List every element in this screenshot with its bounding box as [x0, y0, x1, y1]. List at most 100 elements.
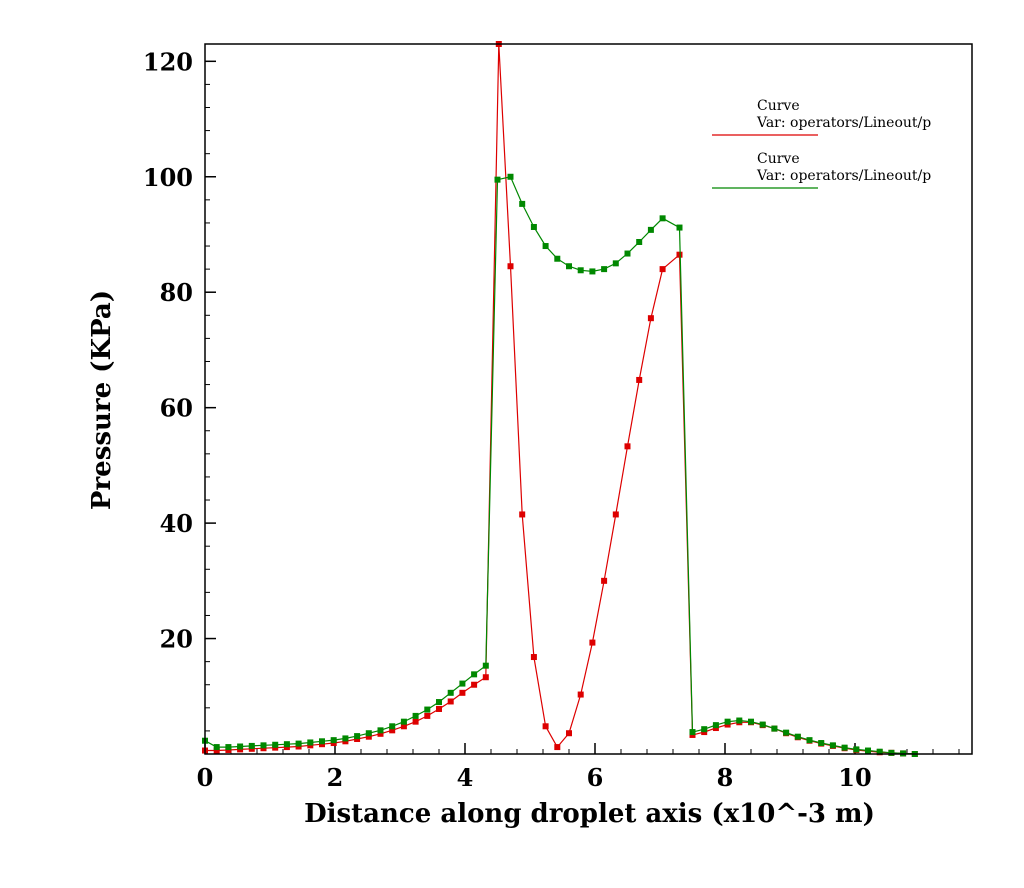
data-point [783, 729, 790, 736]
data-point [542, 243, 549, 250]
data-point [272, 741, 279, 748]
series-2 [202, 173, 918, 757]
data-point [447, 689, 454, 696]
data-point [412, 712, 419, 719]
legend-var: Var: operators/Lineout/p [756, 168, 931, 184]
data-point [612, 511, 619, 518]
data-point [519, 511, 526, 518]
data-point [295, 740, 302, 747]
legend-var: Var: operators/Lineout/p [756, 115, 931, 131]
data-point [213, 747, 220, 754]
series-1 [202, 41, 918, 757]
data-point [759, 721, 766, 728]
data-point [829, 742, 836, 749]
data-point [412, 718, 419, 725]
data-point [507, 173, 514, 180]
data-point [676, 224, 683, 231]
data-point [494, 176, 501, 183]
y-tick-label: 20 [160, 625, 193, 654]
data-point [519, 200, 526, 207]
data-point [342, 735, 349, 742]
data-point [365, 733, 372, 740]
y-tick-label: 60 [160, 394, 193, 423]
data-point [647, 226, 654, 233]
data-point [624, 250, 631, 257]
data-point [447, 698, 454, 705]
data-point [736, 717, 743, 724]
data-point [589, 639, 596, 646]
data-point [701, 726, 708, 733]
data-point [283, 741, 290, 748]
data-point [377, 727, 384, 734]
data-point [554, 255, 561, 262]
data-point [865, 747, 871, 754]
data-point [330, 737, 337, 744]
legend-title: Curve [757, 98, 800, 114]
data-point [676, 251, 683, 258]
data-point [213, 744, 220, 751]
data-point [612, 260, 619, 267]
data-point [647, 315, 654, 322]
data-point [589, 268, 596, 275]
data-point [237, 743, 244, 750]
data-point [459, 680, 466, 687]
data-point [601, 266, 608, 273]
data-point [424, 706, 431, 713]
data-point [354, 733, 361, 740]
x-tick-label: 2 [327, 763, 344, 792]
data-point [436, 705, 442, 712]
data-point [400, 723, 407, 730]
data-point [400, 718, 407, 725]
y-axis-title: Pressure (KPa) [87, 290, 117, 510]
series-line [204, 176, 915, 755]
data-point [459, 689, 466, 696]
data-point [365, 730, 372, 737]
data-point [225, 744, 232, 751]
data-point [601, 577, 608, 584]
y-tick-label: 100 [143, 163, 193, 192]
data-point [818, 740, 825, 747]
y-tick-label: 80 [160, 278, 193, 307]
data-point [712, 722, 719, 729]
data-point [554, 744, 561, 751]
data-point [530, 654, 537, 661]
data-point [542, 723, 549, 730]
legend-title: Curve [757, 151, 800, 167]
data-point [436, 699, 442, 706]
data-point [659, 215, 666, 222]
data-point [636, 238, 643, 245]
y-tick-label: 40 [160, 509, 193, 538]
x-tick-label: 6 [587, 763, 604, 792]
data-point [888, 749, 895, 756]
x-tick-label: 10 [838, 763, 871, 792]
plot-frame [204, 43, 973, 755]
data-point [577, 691, 584, 698]
data-point [794, 733, 801, 740]
data-point [689, 729, 696, 736]
data-point [771, 725, 778, 732]
data-point [471, 671, 478, 678]
data-point [530, 223, 537, 230]
data-point [424, 712, 431, 719]
data-point [566, 730, 572, 737]
data-point [319, 738, 325, 745]
data-point [377, 730, 384, 737]
x-tick-label: 0 [197, 763, 214, 792]
data-point [471, 681, 478, 688]
data-point [566, 263, 572, 270]
data-point [841, 744, 848, 751]
data-point [724, 718, 731, 725]
data-point [307, 739, 314, 746]
data-point [260, 742, 267, 749]
x-tick-label: 4 [457, 763, 474, 792]
data-point [748, 718, 754, 725]
data-point [248, 742, 255, 749]
data-point [482, 674, 489, 681]
data-point [389, 723, 396, 730]
series-line [205, 43, 915, 755]
data-point [624, 443, 631, 450]
